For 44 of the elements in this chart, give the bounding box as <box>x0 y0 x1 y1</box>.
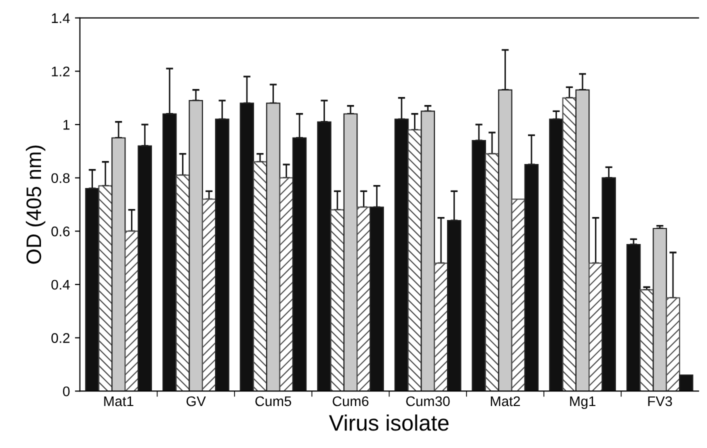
bar <box>420 110 435 392</box>
bar <box>252 161 268 392</box>
bar <box>176 174 190 392</box>
bar <box>626 244 641 392</box>
x-axis-title: Virus isolate <box>328 414 449 431</box>
bar <box>98 185 113 392</box>
bar <box>640 289 654 392</box>
x-tick-label: FV3 <box>648 396 672 406</box>
bar <box>484 153 500 392</box>
bar <box>266 102 280 392</box>
y-tick-label: 1.2 <box>52 66 70 76</box>
bar <box>652 228 667 392</box>
bar <box>588 262 603 392</box>
bar <box>434 262 448 392</box>
x-tick-label: Mat2 <box>490 396 520 406</box>
x-tick-label: Cum6 <box>332 396 368 406</box>
x-tick-label: GV <box>186 396 206 406</box>
y-tick-label: 0.6 <box>51 226 70 236</box>
bar <box>498 89 512 392</box>
y-tick-label: 1 <box>64 120 70 130</box>
bar <box>408 129 422 392</box>
y-tick-label: 0.4 <box>51 280 70 290</box>
y-tick-label: 0 <box>62 386 70 396</box>
bar <box>111 137 126 392</box>
x-tick-label: Mat1 <box>104 396 134 406</box>
bar <box>511 198 526 392</box>
bar <box>679 374 694 392</box>
y-tick-label: 0.2 <box>51 333 70 343</box>
bar <box>666 297 680 392</box>
x-tick-label: Cum5 <box>255 396 292 406</box>
bar <box>575 89 590 392</box>
bar <box>124 230 139 392</box>
bar <box>188 100 204 392</box>
bar <box>279 177 294 392</box>
y-axis-title: OD (405 nm) <box>26 146 46 264</box>
x-tick-label: Mg1 <box>570 396 596 409</box>
bar <box>356 206 371 392</box>
y-tick-label: 1.4 <box>52 13 70 23</box>
bar <box>562 97 577 392</box>
bar <box>202 198 216 392</box>
y-tick-label: 0.8 <box>51 173 70 184</box>
bar <box>343 113 358 392</box>
x-tick-label: Cum30 <box>406 396 450 406</box>
bar <box>330 209 345 392</box>
